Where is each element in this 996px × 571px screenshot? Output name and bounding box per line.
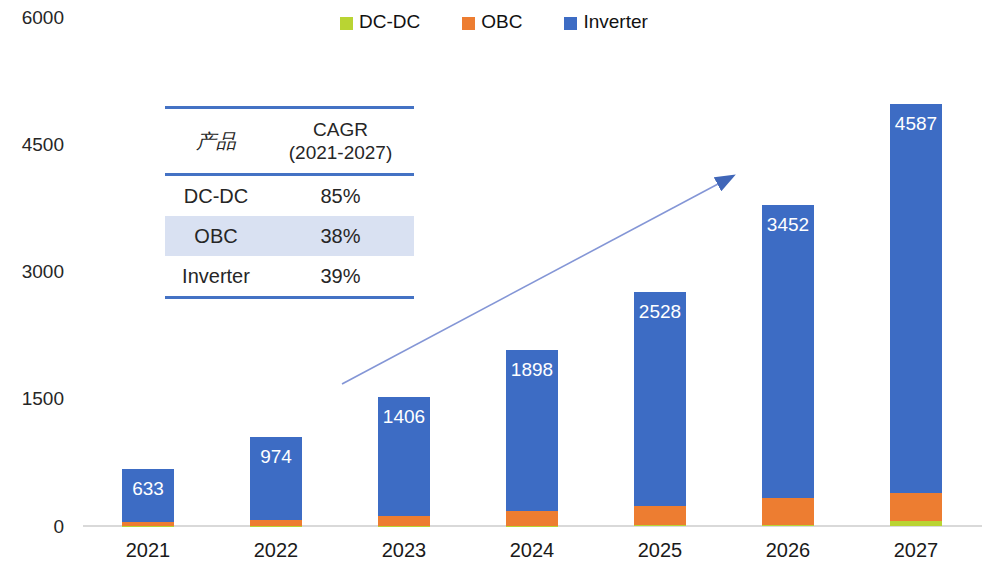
bar-segment-obc-2027: [890, 493, 942, 521]
bar-segment-obc-2022: [250, 520, 302, 527]
bar-segment-inverter-2025: [634, 292, 686, 506]
bar-value-label-2022: 974: [236, 447, 316, 467]
bar-segment-dcdc-2026: [762, 525, 814, 527]
chart-canvas: DC-DC OBC Inverter 0 1500 3000 4500 6000 633 202…: [0, 0, 996, 571]
x-axis-label-2026: 2026: [738, 539, 838, 562]
legend: DC-DC OBC Inverter: [340, 11, 648, 33]
bar-value-label-2023: 1406: [364, 407, 444, 427]
x-axis-label-2023: 2023: [354, 539, 454, 562]
table-header-cagr-line1: CAGR: [267, 118, 414, 141]
table-cell-cagr: 38%: [267, 225, 414, 248]
bar-segment-obc-2025: [634, 506, 686, 525]
y-axis-tick-1500: 1500: [0, 387, 64, 411]
cagr-inset-table: 产品 CAGR (2021-2027) DC-DC 85% OBC 38% In…: [165, 106, 414, 299]
bar-segment-obc-2021: [122, 522, 174, 526]
bar-segment-dcdc-2027: [890, 521, 942, 527]
table-cell-product: Inverter: [165, 265, 267, 288]
table-cell-product: DC-DC: [165, 185, 267, 208]
x-axis-label-2024: 2024: [482, 539, 582, 562]
table-header-cagr: CAGR (2021-2027): [267, 118, 414, 164]
table-cell-product: OBC: [165, 225, 267, 248]
legend-item-obc: OBC: [462, 11, 522, 33]
table-header-cagr-line2: (2021-2027): [267, 141, 414, 164]
table-cell-cagr: 85%: [267, 185, 414, 208]
obc-swatch-icon: [462, 17, 475, 30]
x-axis-label-2022: 2022: [226, 539, 326, 562]
bar-segment-obc-2026: [762, 498, 814, 525]
table-bottom-border: [165, 296, 414, 299]
table-row-inverter: Inverter 39%: [165, 256, 414, 296]
x-axis-label-2021: 2021: [98, 539, 198, 562]
table-row-obc: OBC 38%: [165, 216, 414, 256]
table-header-product: 产品: [165, 128, 267, 155]
legend-label-inverter: Inverter: [583, 11, 647, 33]
table-header-row: 产品 CAGR (2021-2027): [165, 109, 414, 173]
bar-segment-inverter-2026: [762, 205, 814, 498]
y-axis-tick-3000: 3000: [0, 260, 64, 284]
dcdc-swatch-icon: [340, 17, 353, 30]
table-cell-cagr: 39%: [267, 265, 414, 288]
bar-segment-dcdc-2025: [634, 525, 686, 526]
bar-value-label-2025: 2528: [620, 302, 700, 322]
x-axis-label-2027: 2027: [866, 539, 966, 562]
legend-item-inverter: Inverter: [564, 11, 647, 33]
bar-segment-obc-2024: [506, 511, 558, 526]
legend-label-dcdc: DC-DC: [359, 11, 420, 33]
bar-segment-obc-2023: [378, 516, 430, 526]
x-axis-label-2025: 2025: [610, 539, 710, 562]
y-axis-tick-0: 0: [0, 515, 64, 539]
bar-segment-inverter-2027: [890, 104, 942, 493]
legend-label-obc: OBC: [481, 11, 522, 33]
legend-item-dcdc: DC-DC: [340, 11, 420, 33]
y-axis-tick-4500: 4500: [0, 133, 64, 157]
table-row-dcdc: DC-DC 85%: [165, 176, 414, 216]
bar-value-label-2027: 4587: [876, 114, 956, 134]
y-axis-tick-6000: 6000: [0, 6, 64, 30]
bar-segment-dcdc-2024: [506, 526, 558, 527]
bar-value-label-2021: 633: [108, 479, 188, 499]
bar-value-label-2024: 1898: [492, 360, 572, 380]
inverter-swatch-icon: [564, 17, 577, 30]
bar-value-label-2026: 3452: [748, 215, 828, 235]
